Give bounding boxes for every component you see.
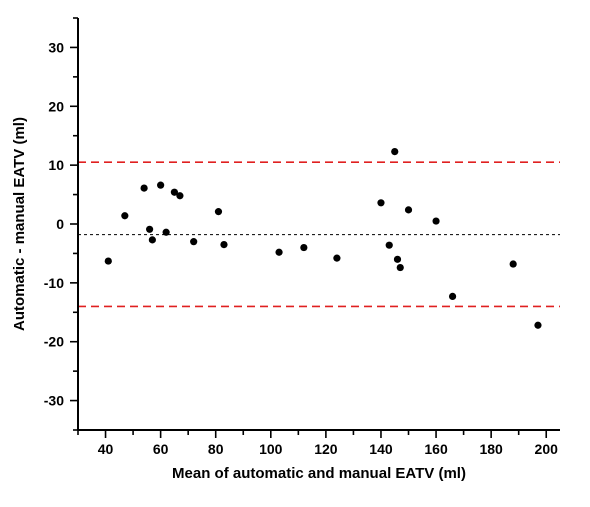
- data-point: [146, 226, 153, 233]
- data-point: [215, 208, 222, 215]
- bland-altman-chart: 40 60 80 100 120 140 160 180 200 -30 -20 -10 0 10 20 30…: [0, 0, 590, 507]
- data-point: [105, 257, 112, 264]
- y-tick-label: 0: [56, 216, 64, 232]
- data-point: [405, 206, 412, 213]
- x-tick-label: 200: [535, 441, 559, 457]
- data-point: [391, 148, 398, 155]
- chart-svg: 40 60 80 100 120 140 160 180 200 -30 -20 -10 0 10 20 30…: [0, 0, 590, 507]
- data-point: [432, 217, 439, 224]
- y-tick-label: -30: [44, 393, 64, 409]
- y-tick-label: -20: [44, 334, 64, 350]
- data-point: [190, 238, 197, 245]
- data-point: [333, 255, 340, 262]
- data-point: [121, 212, 128, 219]
- data-point: [163, 229, 170, 236]
- data-point: [220, 241, 227, 248]
- y-tick-label: 10: [48, 157, 64, 173]
- data-point: [157, 182, 164, 189]
- x-tick-label: 60: [153, 441, 169, 457]
- x-axis-label: Mean of automatic and manual EATV (ml): [172, 465, 466, 482]
- x-tick-label: 80: [208, 441, 224, 457]
- data-point: [141, 184, 148, 191]
- data-point: [510, 260, 517, 267]
- x-tick-label: 160: [424, 441, 448, 457]
- data-point: [386, 242, 393, 249]
- y-axis-label: Automatic - manual EATV (ml): [11, 117, 28, 331]
- data-point: [449, 293, 456, 300]
- x-tick-label: 180: [479, 441, 503, 457]
- x-tick-label: 120: [314, 441, 338, 457]
- data-point: [377, 199, 384, 206]
- y-tick-label: 20: [48, 98, 64, 114]
- data-point: [534, 322, 541, 329]
- data-point: [397, 264, 404, 271]
- data-point: [149, 236, 156, 243]
- y-tick-label: -10: [44, 275, 64, 291]
- y-tick-label: 30: [48, 39, 64, 55]
- data-point: [300, 244, 307, 251]
- x-tick-label: 140: [369, 441, 393, 457]
- data-point: [275, 249, 282, 256]
- x-tick-label: 40: [98, 441, 114, 457]
- data-point: [394, 256, 401, 263]
- x-tick-label: 100: [259, 441, 283, 457]
- data-point: [176, 192, 183, 199]
